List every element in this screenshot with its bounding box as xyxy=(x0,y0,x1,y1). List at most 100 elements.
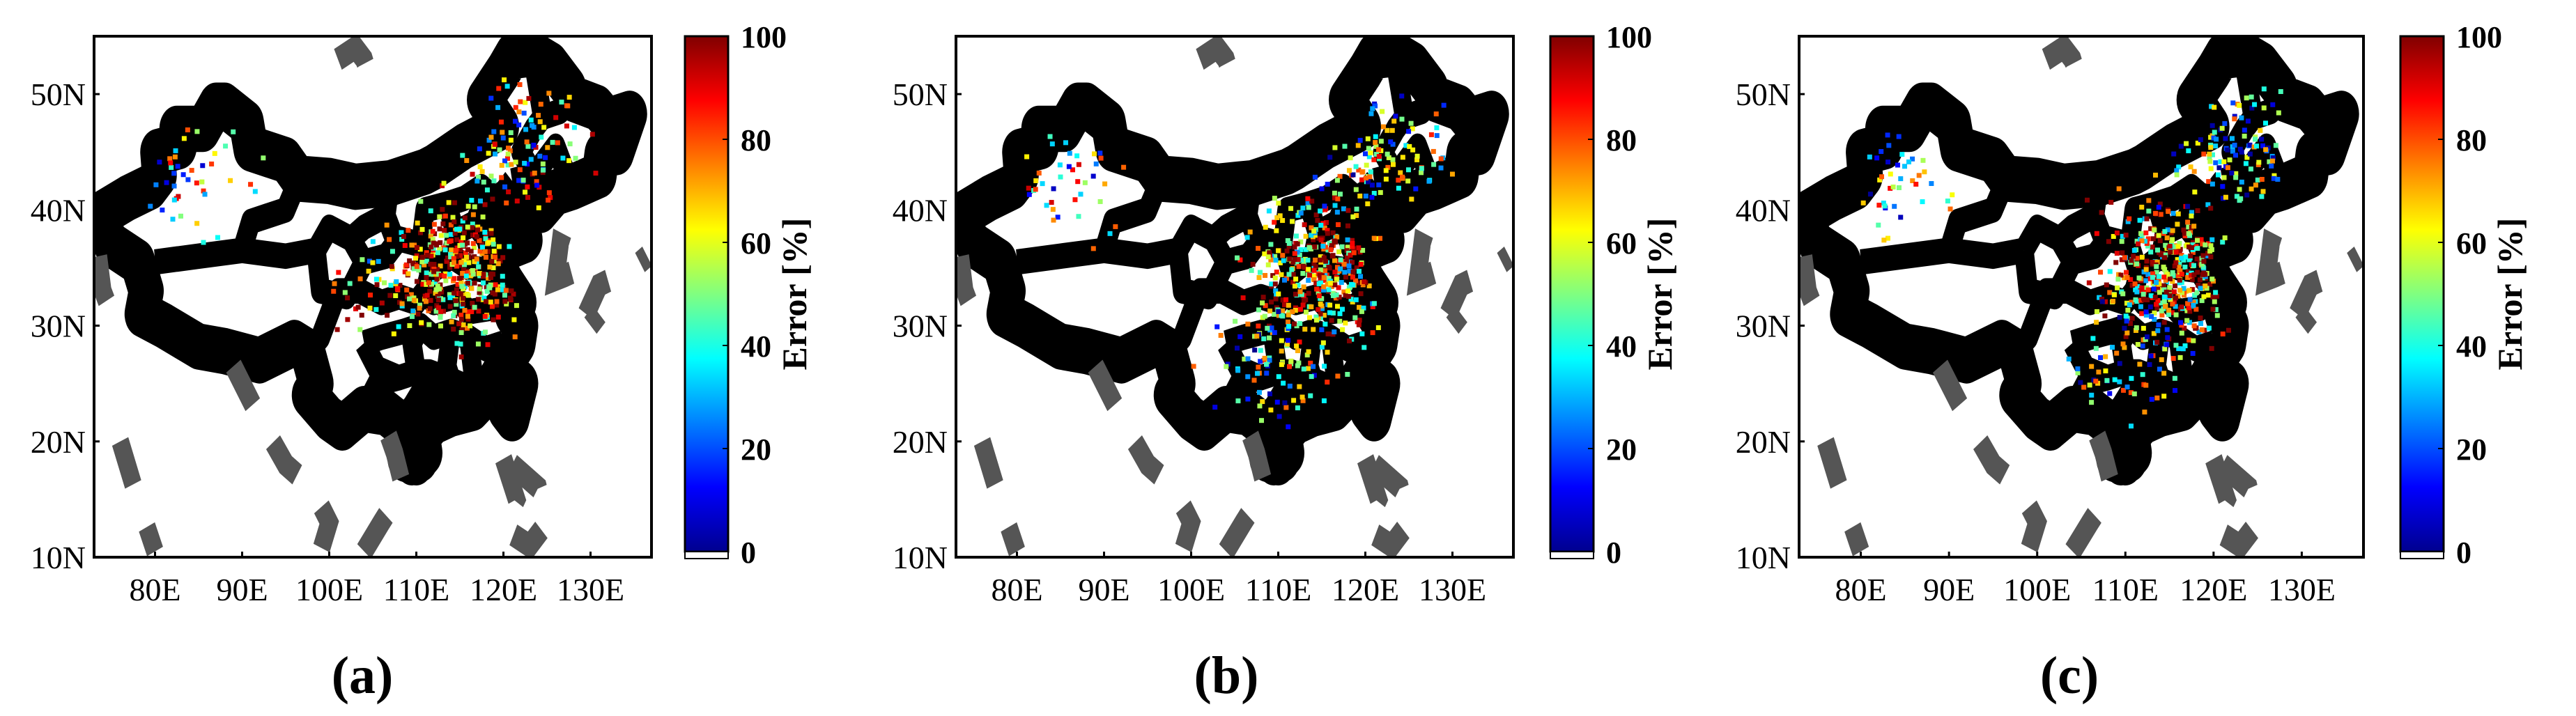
station-point xyxy=(1309,304,1313,309)
station-point xyxy=(1308,394,1313,398)
station-point xyxy=(444,233,449,238)
station-point xyxy=(2139,205,2144,210)
station-point xyxy=(2211,295,2216,299)
station-point xyxy=(2177,288,2182,293)
station-point xyxy=(1434,111,1439,116)
station-point xyxy=(2256,160,2261,165)
station-point xyxy=(2161,371,2166,375)
station-point xyxy=(1290,219,1295,224)
station-point xyxy=(160,208,164,212)
station-point xyxy=(2141,343,2145,348)
station-point xyxy=(2201,294,2206,299)
station-point xyxy=(1297,321,1302,326)
station-point xyxy=(2200,327,2205,332)
station-point xyxy=(2260,177,2265,182)
station-point xyxy=(1286,424,1290,429)
station-point xyxy=(1302,327,1307,332)
colorbar-tick-label: 80 xyxy=(741,123,771,157)
station-point xyxy=(1306,205,1311,210)
station-point xyxy=(497,244,502,249)
station-point xyxy=(1340,327,1345,332)
station-point xyxy=(477,286,482,291)
station-point xyxy=(1415,154,1420,159)
station-point xyxy=(1354,164,1359,169)
station-point xyxy=(2254,143,2259,148)
station-point xyxy=(2152,228,2157,233)
station-point xyxy=(523,189,527,194)
station-point xyxy=(1384,168,1389,173)
station-point xyxy=(406,272,410,277)
station-point xyxy=(375,282,380,287)
station-point xyxy=(2144,267,2149,272)
station-point xyxy=(509,130,514,135)
station-point xyxy=(449,247,454,252)
station-point xyxy=(2175,172,2180,177)
station-point xyxy=(454,298,458,303)
station-point xyxy=(1326,332,1331,336)
station-point xyxy=(1357,322,1362,327)
station-point xyxy=(1339,258,1343,263)
x-tick-label: 90E xyxy=(1923,572,1975,607)
station-point xyxy=(1363,151,1368,156)
station-point xyxy=(1338,267,1343,272)
station-point xyxy=(1269,325,1274,330)
station-point xyxy=(459,317,464,322)
station-point xyxy=(1439,166,1444,171)
station-point xyxy=(1075,179,1080,184)
station-point xyxy=(573,156,578,161)
station-point xyxy=(505,84,510,88)
station-point xyxy=(1279,362,1284,367)
station-point xyxy=(2171,152,2176,157)
station-point xyxy=(1350,215,1355,219)
station-point xyxy=(1385,152,1390,157)
station-point xyxy=(442,228,447,233)
station-point xyxy=(356,305,361,310)
station-point xyxy=(541,162,546,166)
station-point xyxy=(1327,265,1332,270)
station-point xyxy=(2175,244,2180,249)
boundaries xyxy=(960,48,1509,552)
station-point xyxy=(452,260,456,265)
station-point xyxy=(1273,281,1278,286)
station-point xyxy=(1341,206,1346,211)
station-point xyxy=(2165,235,2170,240)
station-point xyxy=(1442,103,1447,108)
station-point xyxy=(496,261,501,266)
station-point xyxy=(2196,208,2200,213)
station-point xyxy=(547,190,552,195)
station-point xyxy=(1373,134,1378,139)
station-point xyxy=(1298,307,1303,312)
station-point xyxy=(1390,128,1395,133)
station-point xyxy=(2210,182,2215,187)
station-point xyxy=(499,120,504,125)
station-point xyxy=(2263,120,2268,125)
station-point xyxy=(550,140,555,145)
station-point xyxy=(2174,313,2179,318)
station-point xyxy=(424,299,429,304)
colorbar-title: Error [%] xyxy=(1640,218,1679,371)
station-point xyxy=(1329,318,1334,323)
station-point xyxy=(2259,194,2264,199)
station-point xyxy=(1874,155,1879,160)
station-point xyxy=(1051,218,1056,223)
station-point xyxy=(1311,228,1316,233)
station-point xyxy=(465,281,470,286)
colorbar-tick-label: 80 xyxy=(2456,123,2487,157)
station-point xyxy=(261,155,265,160)
station-point xyxy=(1260,399,1265,404)
station-point xyxy=(525,185,530,189)
station-point xyxy=(176,164,180,169)
station-point xyxy=(2162,229,2167,234)
colorbar: 100806040200Error [%] xyxy=(2400,20,2529,570)
station-point xyxy=(2195,256,2200,261)
station-point xyxy=(1349,282,1354,287)
station-point xyxy=(1256,246,1260,251)
station-point xyxy=(1381,125,1386,130)
station-point xyxy=(1380,109,1385,114)
station-point xyxy=(2226,165,2230,170)
station-point xyxy=(488,96,493,101)
y-tick-label: 30N xyxy=(31,309,86,344)
station-point xyxy=(2078,380,2083,385)
station-point xyxy=(462,308,467,313)
station-point xyxy=(1077,162,1081,167)
